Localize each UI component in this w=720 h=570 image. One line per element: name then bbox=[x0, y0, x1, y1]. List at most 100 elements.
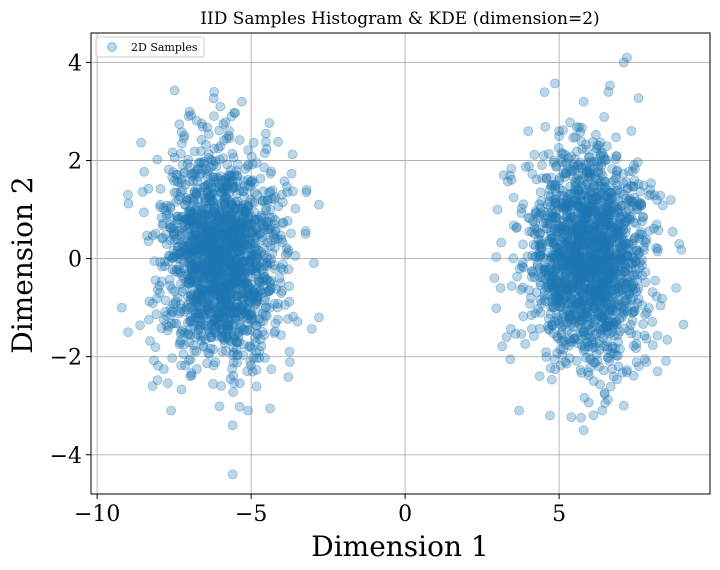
scatter-point bbox=[195, 283, 206, 294]
scatter-point bbox=[206, 259, 217, 270]
scatter-point bbox=[251, 291, 262, 302]
scatter-point bbox=[585, 362, 596, 373]
scatter-point bbox=[225, 219, 236, 230]
scatter-point bbox=[265, 403, 276, 414]
scatter-point bbox=[266, 166, 277, 177]
scatter-point bbox=[259, 271, 270, 282]
scatter-point bbox=[238, 186, 249, 197]
scatter-point bbox=[212, 244, 223, 255]
scatter-point bbox=[201, 243, 211, 253]
scatter-point bbox=[179, 217, 190, 227]
scatter-point bbox=[244, 234, 255, 245]
scatter-point bbox=[216, 304, 227, 314]
scatter-point bbox=[231, 166, 242, 176]
x-tick-label: 5 bbox=[552, 502, 566, 527]
scatter-point bbox=[189, 222, 200, 233]
scatter-point bbox=[169, 318, 180, 329]
scatter-point bbox=[529, 149, 540, 160]
scatter-point bbox=[207, 228, 218, 239]
scatter-point bbox=[195, 285, 206, 296]
y-tick-label: 0 bbox=[68, 248, 82, 273]
scatter-point bbox=[217, 309, 228, 320]
scatter-point bbox=[240, 163, 251, 174]
scatter-point bbox=[183, 218, 194, 229]
scatter-point bbox=[514, 405, 524, 416]
scatter-point bbox=[212, 331, 223, 342]
scatter-point bbox=[206, 314, 217, 325]
scatter-point bbox=[196, 246, 207, 257]
scatter-point bbox=[202, 305, 213, 315]
scatter-point bbox=[207, 245, 218, 256]
scatter-point bbox=[215, 273, 226, 284]
scatter-point bbox=[217, 245, 228, 256]
scatter-point bbox=[221, 249, 232, 259]
scatter-point bbox=[187, 249, 198, 260]
scatter-point bbox=[526, 272, 537, 282]
scatter-point bbox=[220, 305, 230, 316]
scatter-point bbox=[536, 280, 546, 291]
scatter-point bbox=[193, 325, 204, 336]
scatter-point bbox=[216, 380, 227, 391]
scatter-point bbox=[188, 292, 199, 303]
scatter-points bbox=[116, 52, 689, 480]
scatter-point bbox=[595, 137, 606, 148]
scatter-point bbox=[163, 250, 174, 261]
scatter-point bbox=[210, 285, 221, 295]
scatter-point bbox=[489, 273, 500, 284]
scatter-point bbox=[210, 258, 221, 269]
scatter-point bbox=[231, 302, 242, 313]
scatter-point bbox=[192, 183, 203, 194]
scatter-point bbox=[137, 186, 148, 197]
scatter-point bbox=[223, 292, 233, 303]
scatter-point bbox=[193, 291, 203, 302]
scatter-point bbox=[546, 374, 557, 385]
scatter-point bbox=[211, 279, 222, 290]
scatter-point bbox=[262, 260, 273, 271]
scatter-point bbox=[243, 159, 254, 170]
scatter-point bbox=[160, 295, 171, 306]
scatter-point bbox=[631, 357, 642, 368]
scatter-point bbox=[572, 185, 583, 196]
scatter-point bbox=[150, 342, 161, 353]
scatter-point bbox=[256, 210, 267, 221]
scatter-point bbox=[600, 286, 611, 297]
scatter-point bbox=[218, 295, 229, 306]
scatter-point bbox=[667, 226, 678, 237]
scatter-point bbox=[238, 186, 248, 197]
scatter-point bbox=[209, 283, 220, 294]
scatter-point bbox=[611, 173, 621, 183]
scatter-point bbox=[209, 87, 220, 97]
scatter-point bbox=[244, 255, 255, 266]
scatter-point bbox=[207, 269, 218, 280]
scatter-point bbox=[265, 168, 276, 179]
scatter-point bbox=[534, 199, 545, 210]
scatter-point bbox=[226, 235, 237, 246]
scatter-point bbox=[249, 207, 260, 218]
scatter-point bbox=[251, 225, 262, 236]
scatter-point bbox=[228, 357, 239, 368]
scatter-point bbox=[230, 267, 241, 278]
scatter-point bbox=[203, 256, 214, 267]
scatter-point bbox=[512, 222, 522, 233]
scatter-point bbox=[210, 207, 221, 218]
scatter-point bbox=[284, 346, 295, 357]
scatter-point bbox=[203, 225, 214, 236]
scatter-point bbox=[549, 155, 559, 166]
scatter-point bbox=[233, 231, 244, 242]
scatter-point bbox=[566, 412, 577, 423]
scatter-point bbox=[216, 234, 227, 245]
scatter-point bbox=[235, 204, 246, 214]
scatter-point bbox=[223, 334, 234, 345]
scatter-point bbox=[593, 308, 604, 319]
scatter-point bbox=[220, 117, 231, 128]
scatter-point bbox=[167, 264, 178, 275]
scatter-point bbox=[158, 364, 169, 375]
chart-title: IID Samples Histogram & KDE (dimension=2… bbox=[200, 9, 599, 29]
scatter-point bbox=[583, 240, 594, 251]
scatter-point bbox=[191, 219, 202, 230]
scatter-point bbox=[169, 85, 180, 96]
scatter-point bbox=[261, 258, 272, 268]
scatter-point bbox=[192, 248, 203, 259]
scatter-point bbox=[187, 270, 198, 281]
scatter-point bbox=[617, 200, 627, 211]
